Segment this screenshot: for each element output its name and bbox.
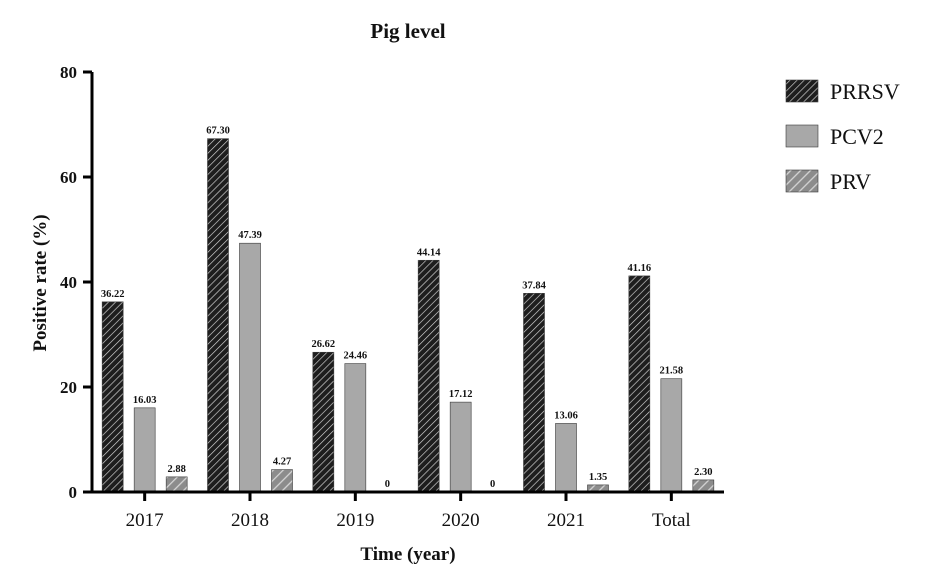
- data-label: 0: [385, 479, 390, 490]
- bars-group: 36.22 16.03 2.88 67.30 47.39 4.27 26.62 24.46 0 4…: [101, 126, 715, 493]
- bar-pcv2-2020: [449, 401, 472, 493]
- bar-pcv2-2018: [239, 242, 261, 493]
- legend-label-prrsv: PRRSV: [830, 79, 900, 104]
- y-tick-label: 40: [60, 273, 77, 292]
- y-tick-label: 0: [69, 483, 78, 502]
- data-label: 41.16: [628, 263, 652, 274]
- data-label: 0: [490, 479, 495, 490]
- data-label: 16.03: [133, 395, 157, 406]
- data-label: 26.62: [312, 339, 336, 350]
- data-label: 44.14: [417, 247, 441, 258]
- y-axis: 0 20 40 60 80: [60, 63, 94, 502]
- legend-swatch-prrsv: [785, 79, 819, 103]
- bar-prv-2017: [165, 476, 188, 493]
- data-label: 36.22: [101, 289, 125, 300]
- bar-pcv2-2019: [344, 363, 367, 493]
- bar-pcv2-2017: [133, 407, 156, 493]
- bar-prv-2018: [271, 469, 293, 493]
- bar-prrsv-total: [628, 275, 651, 493]
- x-tick-label: Total: [652, 510, 691, 531]
- x-tick-label: 2019: [336, 510, 374, 531]
- bar-prrsv-2017: [101, 301, 124, 493]
- bar-prrsv-2020: [417, 259, 440, 493]
- x-tick-label: 2017: [126, 510, 164, 531]
- data-label: 1.35: [589, 472, 607, 483]
- x-tick-label: 2021: [547, 510, 585, 531]
- data-label: 24.46: [344, 351, 368, 362]
- y-axis-title: Positive rate (%): [30, 214, 51, 351]
- x-axis: 2017 2018 2019 2020 2021 Total: [90, 490, 724, 531]
- bar-prrsv-2018: [207, 138, 229, 493]
- bar-prv-total: [692, 479, 715, 493]
- data-label: 2.88: [167, 464, 185, 475]
- data-label: 47.39: [238, 230, 262, 241]
- x-tick-label: 2018: [231, 510, 269, 531]
- data-label: 21.58: [660, 366, 684, 377]
- legend-label-pcv2: PCV2: [830, 124, 884, 149]
- y-tick-label: 20: [60, 378, 77, 397]
- legend-label-prv: PRV: [830, 169, 871, 194]
- data-label: 17.12: [449, 389, 473, 400]
- x-tick-label: 2020: [442, 510, 480, 531]
- legend: PRRSV PCV2 PRV: [785, 79, 900, 194]
- data-label: 67.30: [206, 126, 230, 137]
- y-tick-label: 80: [60, 63, 77, 82]
- bar-prrsv-2021: [523, 293, 545, 493]
- bar-pcv2-2021: [555, 423, 577, 493]
- chart-title: Pig level: [370, 19, 445, 43]
- legend-swatch-pcv2: [785, 124, 819, 148]
- x-axis-title: Time (year): [360, 544, 455, 565]
- legend-swatch-prv: [785, 169, 819, 193]
- data-label: 13.06: [554, 410, 578, 421]
- data-label: 4.27: [273, 457, 291, 468]
- y-tick-label: 60: [60, 168, 77, 187]
- bar-pcv2-total: [660, 378, 683, 493]
- data-label: 2.30: [694, 467, 712, 478]
- bar-prrsv-2019: [312, 351, 335, 493]
- data-label: 37.84: [522, 280, 546, 291]
